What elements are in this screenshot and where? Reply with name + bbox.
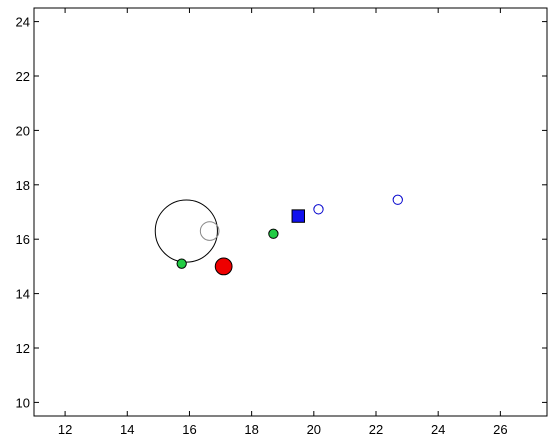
x-tick-label: 18	[244, 422, 258, 437]
x-tick-label: 16	[182, 422, 196, 437]
x-tick-label: 22	[369, 422, 383, 437]
data-point-circle	[313, 204, 324, 215]
data-point-square	[291, 209, 305, 223]
data-point-circle	[176, 258, 187, 269]
data-point-circle	[199, 221, 220, 241]
x-tick-label: 12	[58, 422, 72, 437]
y-tick-label: 24	[16, 15, 30, 30]
y-tick-label: 12	[16, 341, 30, 356]
y-tick-label: 20	[16, 123, 30, 138]
y-tick-label: 14	[16, 287, 30, 302]
data-point-circle	[268, 228, 279, 239]
tick-labels: 12 14 16 18 20 22 24 26 10 12 14 16 18 20 22 24	[16, 15, 508, 437]
y-tick-label: 16	[16, 232, 30, 247]
data-point-circle	[214, 257, 233, 276]
y-tick-label: 10	[16, 395, 30, 410]
axis-ticks	[34, 8, 547, 416]
data-points	[154, 194, 403, 276]
x-tick-label: 20	[307, 422, 321, 437]
data-point-circle	[392, 194, 403, 205]
y-tick-label: 18	[16, 178, 30, 193]
y-tick-label: 22	[16, 69, 30, 84]
x-tick-label: 26	[493, 422, 507, 437]
plot-area	[33, 7, 548, 417]
x-tick-label: 24	[431, 422, 445, 437]
x-tick-label: 14	[120, 422, 134, 437]
